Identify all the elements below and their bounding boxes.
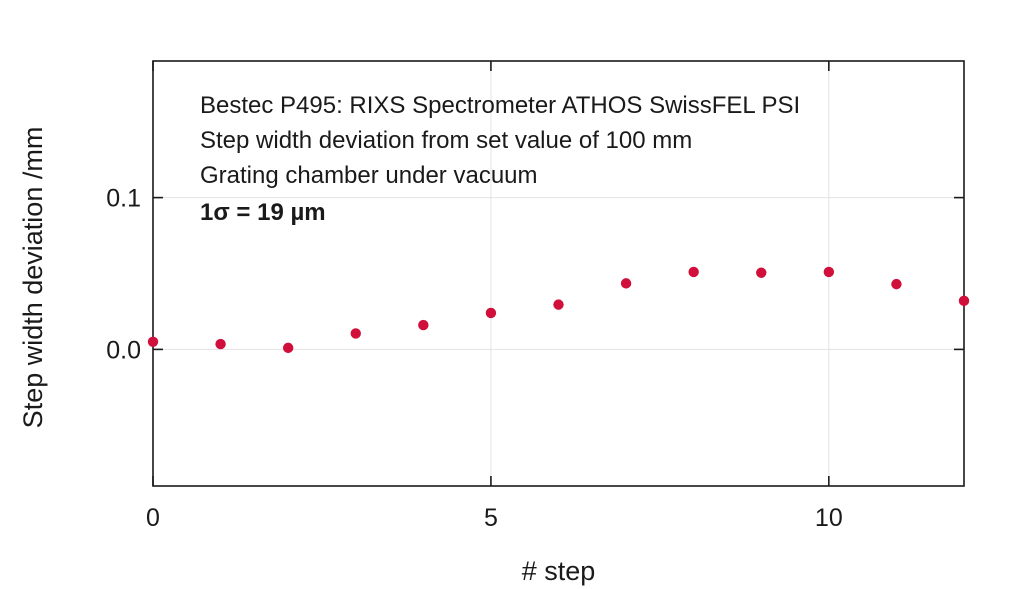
- data-point: [620, 278, 632, 289]
- data-point: [147, 336, 159, 348]
- tick-labels: 0 5 10 0.0 0.1: [106, 185, 843, 532]
- data-point: [891, 278, 902, 290]
- x-tick-label: 5: [484, 504, 498, 532]
- data-point: [282, 342, 294, 354]
- data-points: [147, 266, 970, 354]
- y-tick-label: 0.1: [106, 185, 141, 213]
- grid-lines: [152, 61, 964, 486]
- axis-ticks: [152, 61, 964, 486]
- data-point: [215, 338, 226, 350]
- annotation-line: Step width deviation from set value of 1…: [200, 127, 692, 154]
- y-axis-label: Step width deviation /mm: [18, 127, 48, 429]
- plot-frame: [152, 60, 965, 487]
- data-point: [823, 266, 835, 278]
- annotation-line: 1σ = 19 µm: [200, 199, 326, 226]
- annotation-line: Grating chamber under vacuum: [200, 162, 538, 189]
- annotation-block: Bestec P495: RIXS Spectrometer ATHOS Swi…: [200, 92, 800, 226]
- data-point: [688, 266, 699, 278]
- data-point: [553, 299, 564, 310]
- x-tick-label: 0: [146, 504, 160, 532]
- data-point: [418, 319, 429, 331]
- data-point: [350, 328, 361, 339]
- x-tick-label: 10: [815, 504, 843, 532]
- annotation-line: Bestec P495: RIXS Spectrometer ATHOS Swi…: [200, 92, 800, 119]
- y-tick-label: 0.0: [106, 336, 141, 364]
- x-axis-label: # step: [522, 556, 596, 586]
- data-point: [485, 307, 497, 319]
- data-point: [958, 295, 970, 307]
- data-point: [756, 267, 767, 278]
